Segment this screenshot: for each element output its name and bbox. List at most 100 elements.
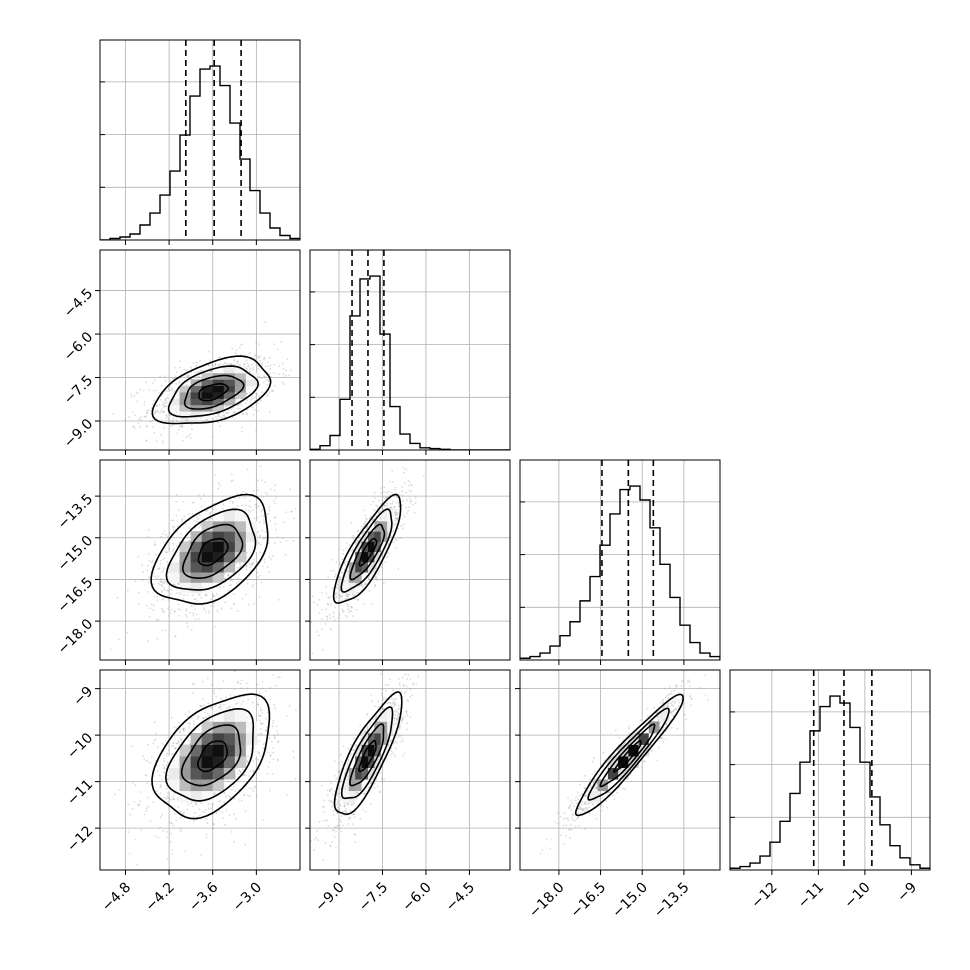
- scatter-point: [247, 775, 250, 777]
- scatter-point: [236, 505, 239, 507]
- scatter-point: [153, 412, 156, 415]
- scatter-point: [200, 853, 203, 856]
- scatter-point: [322, 649, 324, 651]
- scatter-point: [264, 717, 267, 720]
- scatter-point: [207, 364, 210, 367]
- scatter-point: [278, 373, 281, 376]
- scatter-point: [346, 595, 349, 598]
- scatter-point: [129, 813, 132, 816]
- scatter-point: [179, 731, 182, 734]
- scatter-point: [264, 531, 267, 533]
- scatter-point: [140, 791, 143, 793]
- scatter-point: [207, 611, 210, 614]
- scatter-point: [246, 468, 249, 471]
- scatter-point: [229, 363, 232, 365]
- scatter-point: [163, 411, 166, 413]
- scatter-point: [132, 426, 134, 428]
- scatter-point: [181, 729, 184, 731]
- density-cell: [223, 398, 236, 406]
- scatter-point: [255, 429, 257, 431]
- scatter-point: [171, 424, 173, 427]
- panel-content: [100, 460, 300, 660]
- scatter-point: [156, 410, 159, 412]
- scatter-point: [230, 407, 233, 410]
- scatter-point: [397, 502, 400, 505]
- scatter-point: [233, 359, 236, 362]
- scatter-point: [372, 518, 375, 521]
- scatter-point: [389, 507, 392, 510]
- scatter-point: [173, 812, 176, 815]
- scatter-point: [360, 584, 363, 587]
- scatter-point: [169, 380, 172, 383]
- scatter-point: [364, 583, 366, 586]
- scatter-point: [178, 728, 181, 731]
- scatter-point: [284, 553, 287, 556]
- density-cell: [201, 732, 214, 745]
- scatter-point: [272, 751, 275, 754]
- scatter-point: [214, 364, 217, 366]
- scatter-point: [128, 416, 131, 419]
- scatter-point: [378, 517, 381, 520]
- scatter-point: [167, 589, 169, 592]
- scatter-point: [274, 516, 277, 519]
- y-tick-label: −15.0: [55, 533, 97, 575]
- scatter-point: [400, 537, 402, 539]
- scatter-point: [181, 518, 184, 520]
- scatter-point: [378, 511, 380, 514]
- scatter-point: [362, 585, 364, 588]
- scatter-point: [195, 364, 198, 367]
- scatter-point: [164, 629, 167, 632]
- scatter-point: [394, 511, 397, 514]
- scatter-point: [259, 706, 262, 709]
- scatter-point: [241, 768, 244, 771]
- scatter-point: [155, 411, 158, 414]
- density-cell: [361, 561, 369, 573]
- scatter-point: [173, 377, 176, 380]
- scatter-point: [148, 576, 151, 579]
- panel-content: [310, 250, 510, 450]
- scatter-point: [150, 410, 153, 412]
- scatter-point: [251, 397, 254, 400]
- scatter-point: [260, 723, 263, 726]
- scatter-point: [257, 541, 259, 544]
- scatter-point: [217, 413, 220, 415]
- scatter-point: [338, 576, 341, 579]
- scatter-point: [388, 701, 391, 704]
- scatter-point: [132, 425, 135, 427]
- panel-1-0: [95, 249, 301, 455]
- scatter-point: [154, 411, 156, 414]
- scatter-point: [259, 383, 261, 386]
- scatter-point: [188, 540, 191, 542]
- scatter-point: [396, 538, 398, 541]
- contour-2σ: [150, 493, 269, 605]
- scatter-point: [242, 490, 245, 493]
- scatter-point: [342, 549, 345, 552]
- scatter-point: [209, 807, 212, 810]
- scatter-point: [400, 524, 402, 527]
- contour-1.5σ: [164, 707, 255, 802]
- density-cell: [234, 721, 247, 734]
- density-cell: [212, 572, 225, 583]
- density-cell: [223, 379, 236, 387]
- scatter-point: [219, 484, 221, 487]
- scatter-point: [348, 609, 351, 612]
- density-cell: [245, 531, 258, 542]
- scatter-point: [245, 564, 248, 567]
- scatter-point: [275, 528, 277, 531]
- density-cell: [223, 561, 236, 573]
- scatter-point: [153, 721, 156, 724]
- scatter-point: [238, 769, 240, 771]
- scatter-point: [252, 407, 255, 409]
- scatter-point: [172, 742, 175, 744]
- scatter-point: [205, 418, 208, 421]
- scatter-point: [227, 573, 230, 576]
- scatter-point: [241, 426, 244, 429]
- scatter-point: [155, 732, 157, 735]
- panel-2-0: [95, 459, 301, 665]
- scatter-point: [186, 375, 188, 378]
- density-cell: [212, 366, 225, 374]
- scatter-point: [373, 586, 376, 588]
- scatter-point: [152, 389, 155, 392]
- scatter-point: [229, 363, 232, 366]
- scatter-point: [293, 517, 295, 520]
